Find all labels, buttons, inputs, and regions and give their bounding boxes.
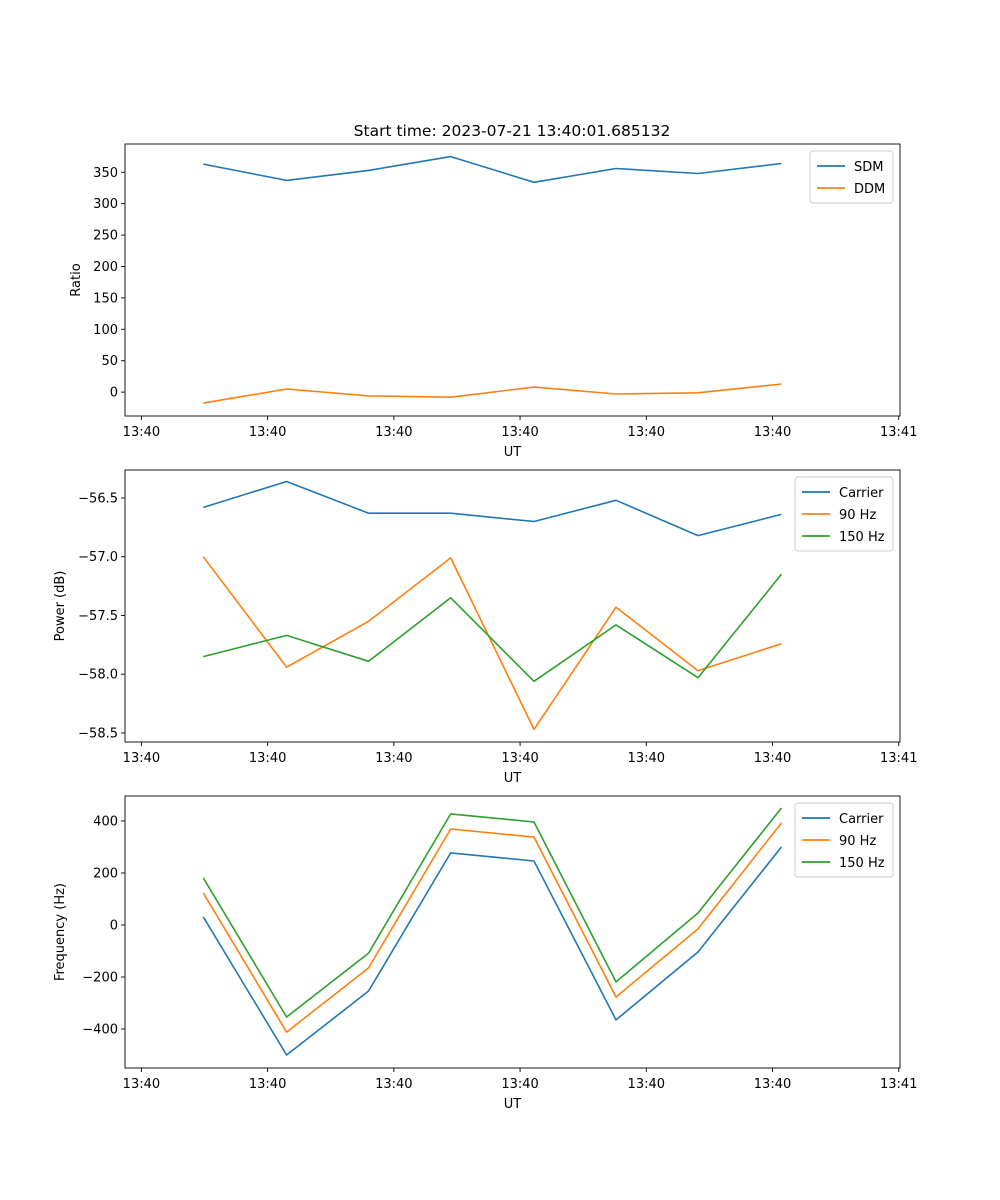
y-tick-label: 0 — [110, 386, 118, 401]
y-tick-label: −57.5 — [78, 609, 118, 624]
y-tick-label: 250 — [93, 229, 118, 244]
x-axis-label: UT — [504, 771, 522, 786]
series-line-150-hz — [203, 573, 783, 683]
y-tick-label: 150 — [93, 291, 118, 306]
x-tick-label: 13:40 — [501, 425, 538, 440]
legend: Carrier 90 Hz 150 Hz — [794, 476, 894, 552]
series-line-sdm — [203, 155, 782, 184]
x-tick-label: 13:40 — [249, 425, 286, 440]
legend-label: 150 Hz — [839, 530, 885, 545]
x-tick-label: 13:40 — [375, 751, 412, 766]
legend-label: Carrier — [839, 486, 884, 501]
x-tick-label: 13:40 — [375, 1077, 412, 1092]
legend-box — [794, 476, 894, 552]
x-tick-label: 13:40 — [628, 1077, 665, 1092]
y-axis-label: Ratio — [69, 263, 84, 296]
legend-label: DDM — [854, 182, 885, 197]
axes-frame — [124, 469, 901, 743]
legend-label: 150 Hz — [839, 856, 885, 871]
legend-label: SDM — [854, 160, 883, 175]
x-tick-label: 13:40 — [754, 751, 791, 766]
legend-box — [794, 802, 894, 878]
series-line-carrier — [202, 846, 783, 1056]
x-tick-label: 13:40 — [123, 425, 160, 440]
y-tick-label: 300 — [93, 197, 118, 212]
x-axis-label: UT — [504, 445, 522, 460]
series-line-carrier — [203, 480, 782, 537]
series-line-90-hz — [202, 822, 783, 1033]
y-tick-label: 350 — [93, 166, 118, 181]
axes-frame — [124, 143, 901, 417]
x-tick-label: 13:41 — [880, 751, 917, 766]
series-line-90-hz — [202, 556, 782, 731]
x-tick-label: 13:40 — [123, 751, 160, 766]
subplot-1: 13:40 13:40 13:40 13:40 13:40 13:40 13:41 0 50 10… — [69, 143, 917, 460]
x-tick-label: 13:40 — [754, 425, 791, 440]
axes-frame — [124, 795, 901, 1069]
x-tick-label: 13:40 — [754, 1077, 791, 1092]
legend-label: Carrier — [839, 812, 884, 827]
x-tick-label: 13:40 — [249, 1077, 286, 1092]
figure-title: Start time: 2023-07-21 13:40:01.685132 — [354, 122, 671, 140]
y-tick-label: −58.0 — [78, 668, 118, 683]
y-tick-label: 50 — [101, 354, 118, 369]
x-tick-label: 13:40 — [501, 1077, 538, 1092]
legend-label: 90 Hz — [839, 508, 876, 523]
x-tick-label: 13:40 — [628, 751, 665, 766]
legend-label: 90 Hz — [839, 834, 876, 849]
legend: SDM DDM — [809, 150, 894, 204]
series-line-ddm — [203, 383, 782, 404]
x-tick-label: 13:40 — [375, 425, 412, 440]
y-tick-label: −400 — [82, 1022, 118, 1037]
x-tick-label: 13:40 — [123, 1077, 160, 1092]
legend: Carrier 90 Hz 150 Hz — [794, 802, 894, 878]
y-axis-label: Power (dB) — [53, 571, 68, 642]
x-tick-label: 13:40 — [501, 751, 538, 766]
y-tick-label: 0 — [110, 918, 118, 933]
y-tick-label: 200 — [93, 866, 118, 881]
legend-box — [809, 150, 894, 204]
y-tick-label: −200 — [82, 970, 118, 985]
y-axis-label: Frequency (Hz) — [53, 883, 68, 981]
series-line-150-hz — [202, 807, 783, 1018]
y-tick-label: 200 — [93, 260, 118, 275]
y-tick-label: −57.0 — [78, 550, 118, 565]
subplot-3: 13:40 13:40 13:40 13:40 13:40 13:40 13:41 −400 −… — [53, 795, 917, 1112]
x-tick-label: 13:40 — [628, 425, 665, 440]
y-tick-label: −56.5 — [78, 491, 118, 506]
x-tick-label: 13:41 — [880, 425, 917, 440]
y-tick-label: 400 — [93, 814, 118, 829]
x-tick-label: 13:40 — [249, 751, 286, 766]
y-tick-label: −58.5 — [78, 726, 118, 741]
y-tick-label: 100 — [93, 323, 118, 338]
x-axis-label: UT — [504, 1097, 522, 1112]
subplot-2: 13:40 13:40 13:40 13:40 13:40 13:40 13:41 −56.5… — [53, 469, 917, 786]
x-tick-label: 13:41 — [880, 1077, 917, 1092]
